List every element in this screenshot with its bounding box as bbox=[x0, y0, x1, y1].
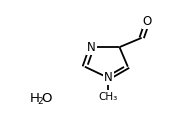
Text: N: N bbox=[104, 71, 113, 84]
Text: H: H bbox=[29, 92, 39, 105]
Text: O: O bbox=[143, 15, 152, 28]
Text: O: O bbox=[41, 92, 52, 105]
Text: N: N bbox=[87, 41, 96, 54]
Text: 2: 2 bbox=[37, 97, 43, 106]
Text: CH₃: CH₃ bbox=[99, 91, 118, 102]
